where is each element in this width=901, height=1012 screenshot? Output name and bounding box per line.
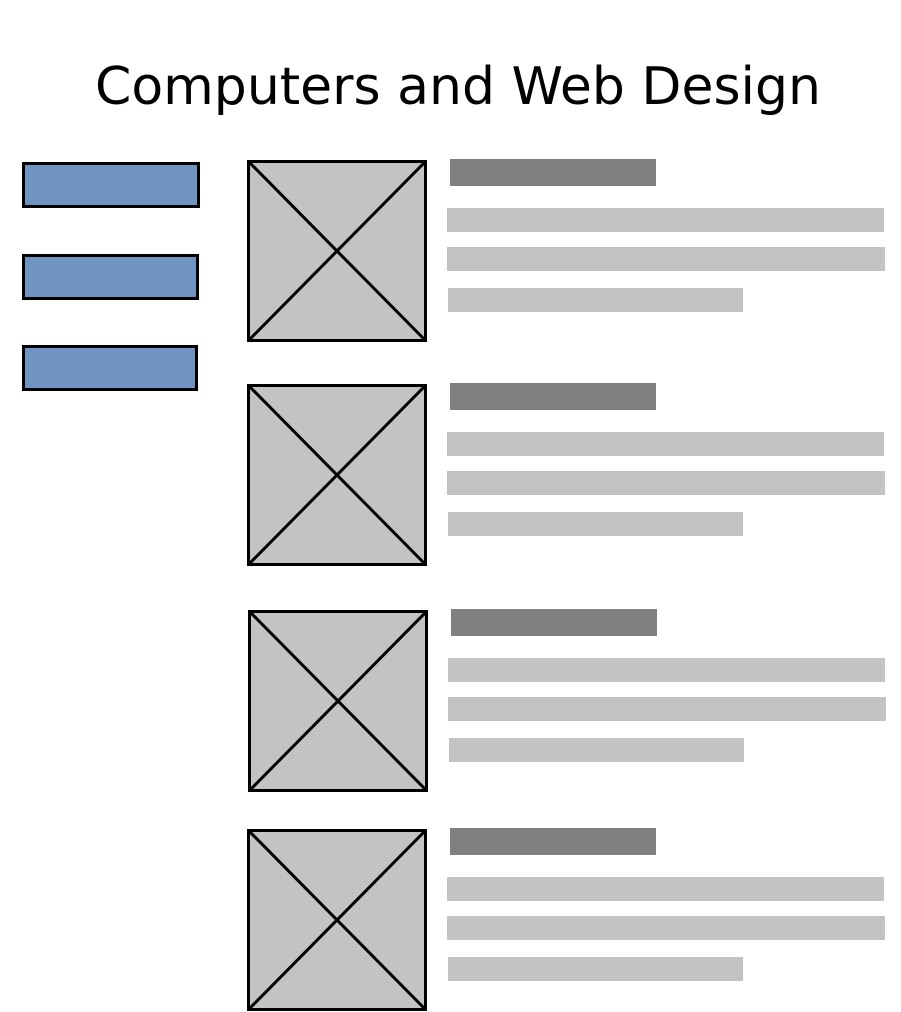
nav-button-2[interactable] xyxy=(22,254,199,300)
item-title[interactable] xyxy=(450,383,656,410)
item-title[interactable] xyxy=(450,159,656,186)
image-placeholder-icon[interactable] xyxy=(248,610,428,792)
item-text-line xyxy=(447,916,885,940)
item-title[interactable] xyxy=(450,828,656,855)
item-text-line xyxy=(449,738,744,762)
item-text-line xyxy=(448,512,743,536)
item-text-line xyxy=(448,957,743,981)
item-text-line xyxy=(447,247,885,271)
image-placeholder-icon[interactable] xyxy=(247,384,427,566)
item-title[interactable] xyxy=(451,609,657,636)
item-text-line xyxy=(447,877,884,901)
item-text-line xyxy=(448,697,886,721)
item-text-line xyxy=(447,208,884,232)
item-text-line xyxy=(447,471,885,495)
nav-button-1[interactable] xyxy=(22,162,200,208)
item-text-line xyxy=(447,432,884,456)
nav-button-3[interactable] xyxy=(22,345,198,391)
item-text-line xyxy=(448,658,885,682)
image-placeholder-icon[interactable] xyxy=(247,829,427,1011)
page-title: Computers and Web Design xyxy=(95,57,821,117)
item-text-line xyxy=(448,288,743,312)
image-placeholder-icon[interactable] xyxy=(247,160,427,342)
